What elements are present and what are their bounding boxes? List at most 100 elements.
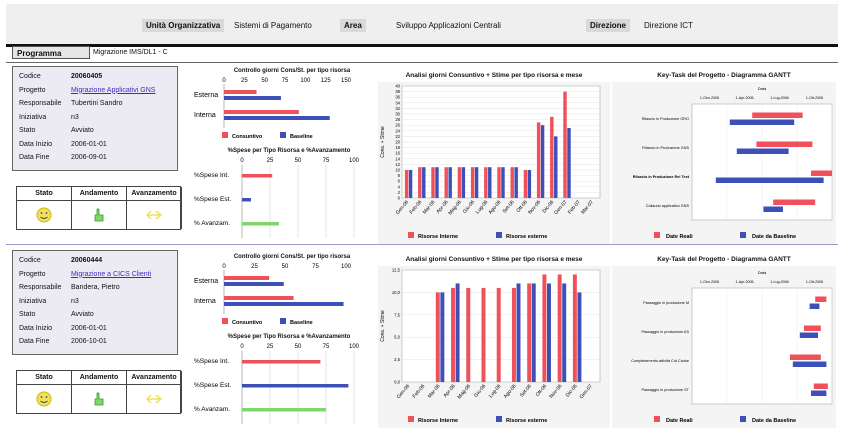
spese-row-label: %Spese Int. [194,358,229,365]
gantt-task-label: Rilascio in Produzione GRO [642,117,689,121]
analisi-ytick: 0,0 [394,380,400,385]
analisi-ytick: 30 [395,112,400,117]
legend-swatch [740,416,746,422]
legend-swatch [496,416,502,422]
analisi-ytick: 32 [395,106,400,111]
analisi-ytick: 28 [395,117,400,122]
analisi-bar-interne [510,167,514,198]
project-link[interactable]: Migrazione a CICS Clienti [71,270,152,278]
analisi-bar-interne [451,287,456,382]
arrow-icon [146,394,163,404]
spese-tick: 25 [267,158,274,164]
analisi-chart-title: Analisi giorni Consuntivo + Stime per ti… [405,256,583,263]
status-table: Stato Andamento Avanzamento [16,370,182,414]
info-label: Codice [19,73,41,80]
gantt-date: 1-Ott-2006 [806,96,823,100]
analisi-bar-esterne [514,167,518,198]
controllo-tick: 25 [241,78,248,84]
info-value: 2006-01-01 [71,324,107,332]
gantt-bar-reale [756,141,813,147]
gantt-chart-title: Key-Task del Progetto - Diagramma GANTT [657,256,791,263]
spese-tick: 75 [323,158,330,164]
legend-swatch [496,232,502,238]
analisi-bar-esterne [540,125,545,198]
info-value: n3 [71,113,79,121]
analisi-bar-esterne [554,136,558,198]
area-value: Sviluppo Applicazioni Centrali [396,21,501,30]
analisi-ytick: 6 [398,179,401,184]
analisi-ytick: 14 [395,156,400,161]
analisi-bar-interne [470,167,475,198]
gantt-date: 1-Apr-2006 [736,280,754,284]
gantt-bar-baseline [811,390,827,396]
legend-swatch [654,232,660,238]
controllo-tick: 125 [321,78,332,84]
gantt-task-label: Rilascio in Produzione GNS [642,146,689,150]
spese-chart: 0 25 50 75 100 %Spese Int. %Spese Est. % Avanza… [194,158,360,238]
unita-value: Sistemi di Pagamento [234,21,312,30]
analisi-ytick: 4 [398,184,401,189]
info-label: Iniziativa [19,297,47,305]
status-cell-andamento [72,201,127,229]
status-header-avanzamento: Avanzamento [127,371,182,385]
spese-tick: 50 [295,344,302,350]
direzione-label: Direzione [586,19,631,32]
analisi-ytick: 12,5 [392,268,401,273]
spese-tick: 100 [349,158,360,164]
controllo-bar-baseline [224,116,330,120]
legend-swatch [280,132,286,138]
spese-row-label: %Spese Est. [194,196,231,203]
controllo-chart-title: Controllo giorni Cons/St. per tipo risor… [233,254,351,260]
status-cell-stato [17,385,72,413]
controllo-tick: 100 [300,78,311,84]
spese-row-label: % Avanzam. [194,406,230,413]
controllo-chart: 0 25 50 75 100 Esterna Interna Consuntivo Baseli… [194,264,352,326]
legend-label: Date da Baseline [752,418,796,424]
info-value: n3 [71,297,79,305]
analisi-bar-esterne [422,167,426,198]
info-label: Data Fine [19,338,50,345]
analisi-ytick: 16 [395,151,400,156]
controllo-bar-consuntivo [224,110,299,114]
analisi-ytick: 10,0 [392,290,401,295]
project-info-box: Codice 20060405 Progetto Migrazione Applica… [12,66,178,171]
section-divider [6,244,838,245]
spese-tick: 0 [240,344,244,350]
gantt-task-label: Passaggio in produzione AS [642,330,690,334]
controllo-tick: 100 [341,264,352,270]
spese-bar [242,360,321,364]
spese-bar [242,174,273,178]
spese-tick: 50 [295,158,302,164]
info-label: Data Inizio [19,324,53,332]
gantt-task-label: Passaggio in produzione M [643,301,689,305]
gantt-bar-reale [813,383,828,389]
legend-swatch [654,416,660,422]
programma-label: Programma [12,46,90,59]
gantt-task-label: Rilascio in Produzione Rel Test [633,175,690,179]
analisi-bar-interne [457,167,462,198]
spese-tick: 25 [267,344,274,350]
gantt-bar-reale [790,354,821,360]
programma-value: Migrazione IMS/DL1 - C [93,49,168,56]
gantt-task-label: Passaggio in produzione ST [642,388,690,392]
analisi-bar-esterne [531,283,536,382]
info-label: Progetto [19,270,46,278]
controllo-tick: 50 [282,264,289,270]
analisi-ytick: 2 [398,190,401,195]
analisi-bar-esterne [440,292,445,382]
gantt-bar-reale [752,112,803,118]
gantt-bar-baseline [792,361,827,367]
info-value: 2006-09-01 [71,154,107,161]
gantt-date: 1-Ott-2006 [806,280,823,284]
analisi-bar-esterne [461,167,466,198]
analisi-bar-interne [527,283,532,382]
analisi-bar-esterne [562,283,567,382]
project-link[interactable]: Migrazione Applicativi GNS [71,86,156,94]
gantt-date: 1-Lug-2006 [770,96,788,100]
analisi-bar-interne [557,274,562,382]
analisi-bar-interne [550,116,554,198]
controllo-bar-baseline [224,302,344,306]
section-divider [6,62,838,63]
gantt-chart: Data 1-Gen-2006 1-Apr-2006 1-Lug-2006 1-Ott-… [612,266,836,428]
info-value: 20060444 [71,257,103,264]
